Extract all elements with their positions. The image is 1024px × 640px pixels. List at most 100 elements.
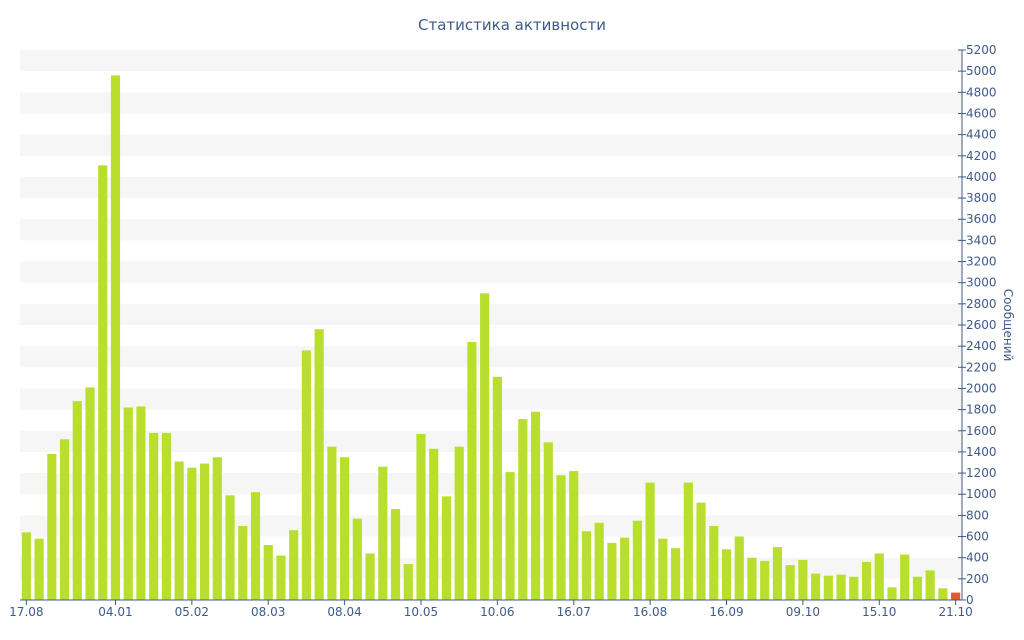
bar [709,525,719,600]
grid-band [20,303,962,325]
grid-band [20,219,962,241]
grid-band [20,261,962,283]
bar [390,509,401,600]
bar [760,560,770,600]
bar [212,457,222,600]
bar [263,545,273,600]
bar [492,376,502,600]
bars [21,75,961,601]
bar [887,587,897,600]
y-tick-label: 0 [966,593,974,607]
bar [314,329,324,600]
grid-band [20,134,962,156]
x-tick-label: 17.08 [9,605,43,619]
bar [900,554,910,600]
bar [301,350,312,600]
bar [199,463,210,600]
y-tick-label: 4200 [966,149,997,163]
bar [772,547,783,600]
x-tick-label: 04.01 [98,605,132,619]
bar [849,576,859,600]
bar [365,553,375,600]
bar [925,570,935,600]
y-tick-label: 3800 [966,191,997,205]
chart-title: Статистика активности [418,16,606,34]
bar [250,492,261,600]
y-tick-label: 4400 [966,128,997,142]
bar [658,538,668,600]
y-tick-label: 1400 [966,445,997,459]
x-tick-label: 16.09 [709,605,743,619]
bar [518,419,528,600]
bar [696,502,706,600]
bar [581,531,592,600]
bar [238,525,248,600]
bar [912,576,923,600]
bar [683,482,693,600]
x-tick-label: 10.06 [480,605,514,619]
y-tick-label: 2200 [966,360,997,374]
bar [811,573,821,600]
y-tick-label: 4000 [966,170,997,184]
bar [327,446,337,600]
bar [72,401,82,600]
bar [429,448,439,600]
x-tick-label: 09.10 [786,605,820,619]
bar [123,407,133,600]
y-tick-label: 2400 [966,339,997,353]
bar [734,536,744,600]
bar [938,588,948,600]
bar [632,520,642,600]
x-tick-label: 15.10 [862,605,896,619]
bar [378,466,388,600]
grid-band [20,50,962,72]
axes [20,49,966,605]
grid-band [20,388,962,410]
y-tick-label: 2800 [966,297,997,311]
grid-band [20,176,962,199]
bar [785,565,795,600]
y-tick-label: 3000 [966,276,997,290]
x-tick-label: 16.07 [557,605,591,619]
bar [670,548,681,600]
bar [543,442,553,600]
y-tick-label: 2000 [966,381,997,395]
x-tick-label: 21.10 [938,605,972,619]
x-tick-label: 05.02 [175,605,209,619]
y-tick-labels: 0 200 400 600 800 1000 1200 1400 1600 1800 2000 220… [966,43,997,607]
bar [823,575,833,600]
bar [798,559,808,600]
bar [505,472,515,600]
y-tick-label: 400 [966,551,989,565]
bar [861,561,872,600]
bar [136,406,146,600]
y-axis-label: Сообщений [1001,289,1015,362]
bar [721,549,732,600]
bar [645,482,655,600]
bar [836,574,846,600]
bar [594,522,604,600]
bar [620,537,630,600]
y-tick-label: 3600 [966,212,997,226]
y-tick-label: 3200 [966,255,997,269]
y-tick-label: 4600 [966,106,997,120]
grid-band [20,557,962,579]
bar [607,542,617,600]
bar [98,165,108,601]
bar [161,432,171,600]
bar [289,530,299,600]
bar [59,439,70,600]
bar [225,495,235,600]
bar [276,555,286,600]
bar [874,553,884,600]
grid-band [20,346,962,368]
bar [454,446,464,600]
bar [174,461,184,600]
x-tick-label: 10.05 [404,605,438,619]
x-tick-label: 08.03 [251,605,285,619]
y-tick-label: 3400 [966,233,997,247]
bar [403,564,413,600]
bar [340,457,350,600]
y-tick-label: 5000 [966,64,997,78]
